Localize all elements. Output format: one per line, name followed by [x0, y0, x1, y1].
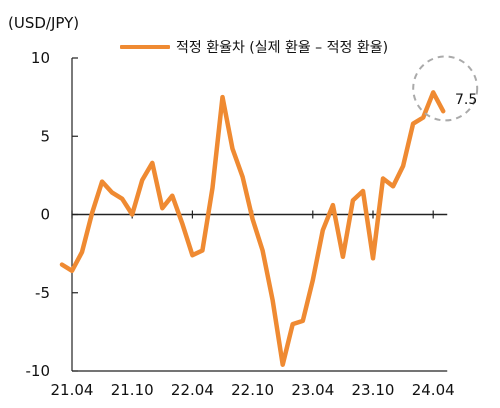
legend: 적정 환율차 (실제 환율 – 적정 환율)	[120, 37, 388, 57]
legend-label: 적정 환율차 (실제 환율 – 적정 환율)	[176, 40, 389, 56]
y-tick-label: 5	[40, 127, 50, 145]
y-unit-label: (USD/JPY)	[8, 14, 80, 32]
y-tick-label: -5	[35, 284, 50, 302]
x-tick-label: 21.10	[111, 381, 154, 399]
callout-value: 7.5	[455, 92, 478, 108]
x-tick-label: 22.10	[231, 381, 274, 399]
y-tick-label: -10	[26, 362, 51, 380]
x-tick-label: 23.10	[352, 381, 395, 399]
x-tick-label: 22.04	[171, 381, 214, 399]
y-axis: 10 5 0 -5 -10	[26, 49, 78, 380]
series-line-0	[59, 90, 446, 367]
x-tick-label: 23.04	[291, 381, 334, 399]
x-axis: 21.04 21.10 22.04 22.10 23.04 23.10 24.04	[51, 210, 455, 399]
y-tick-label: 10	[31, 49, 50, 67]
series-layer	[59, 90, 446, 367]
annotation-layer	[412, 55, 479, 122]
y-tick-label: 0	[40, 206, 50, 224]
x-tick-label: 21.04	[51, 381, 94, 399]
x-tick-label: 24.04	[412, 381, 455, 399]
legend-swatch	[120, 45, 170, 49]
callout-circle	[412, 55, 479, 122]
